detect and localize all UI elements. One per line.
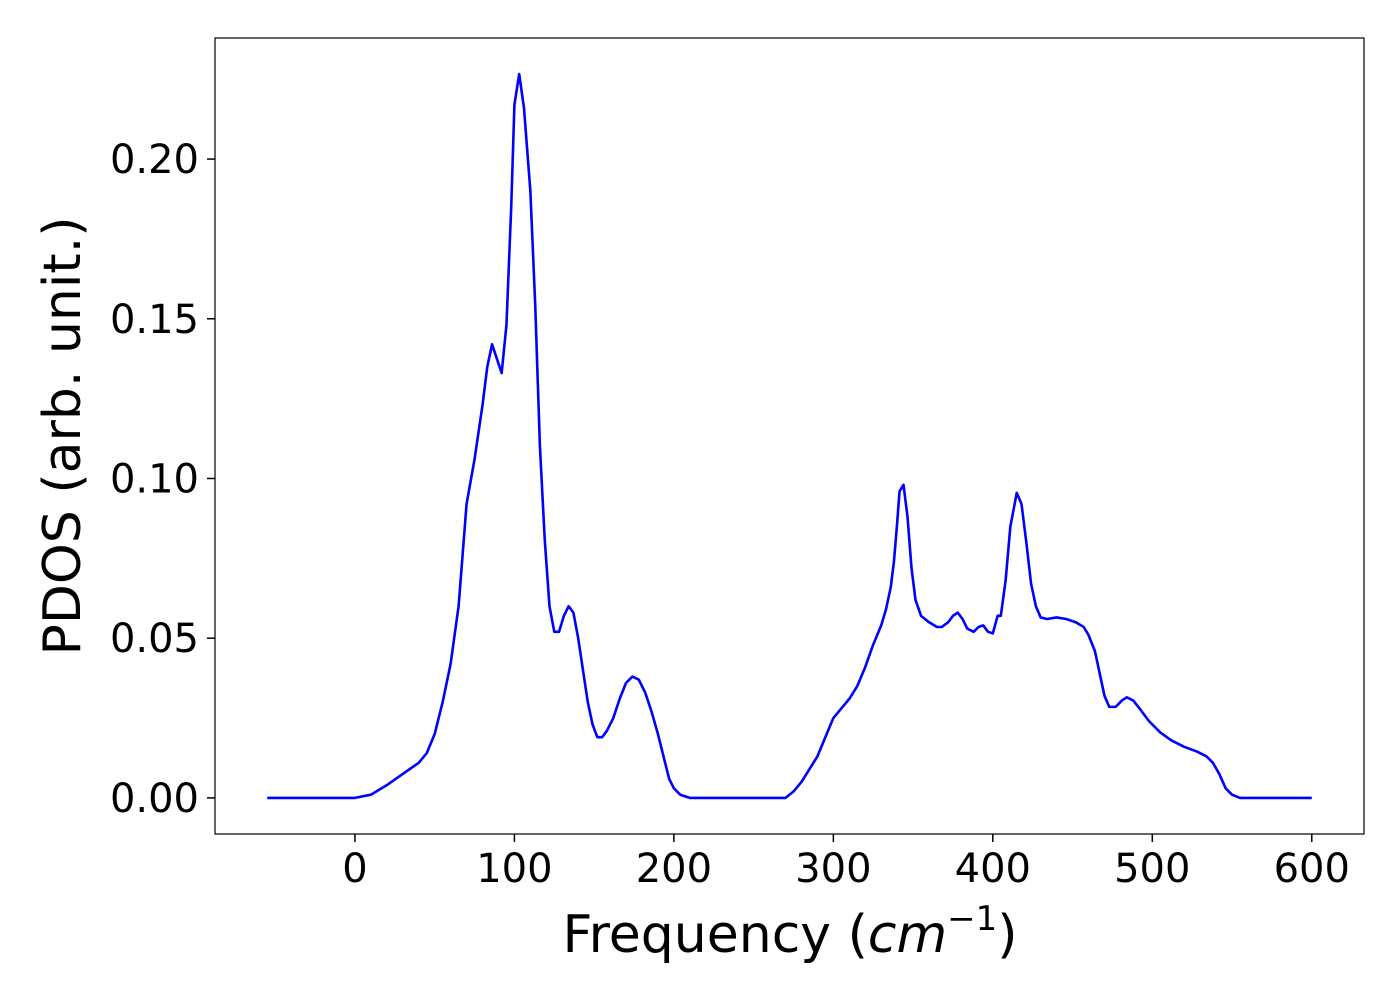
y-tick-label: 0.20 [110, 137, 199, 183]
y-axis-label: PDOS (arb. unit.) [33, 216, 93, 655]
x-label-close: ) [997, 905, 1017, 965]
x-label-text: Frequency ( [562, 905, 867, 965]
x-tick-label: 200 [636, 846, 712, 892]
y-tick-label: 0.10 [110, 456, 199, 502]
x-tick-label: 500 [1114, 846, 1190, 892]
y-tick-label: 0.15 [110, 297, 199, 343]
pdos-line [267, 72, 1312, 800]
y-tick-label: 0.05 [110, 616, 199, 662]
x-tick-label: 0 [342, 846, 367, 892]
x-axis-label: Frequency (cm−1) [562, 899, 1017, 965]
x-tick-label: 400 [955, 846, 1031, 892]
y-tick-label: 0.00 [110, 776, 199, 822]
x-tick-label: 600 [1274, 846, 1350, 892]
x-tick-label: 300 [795, 846, 871, 892]
plot-frame [214, 37, 1365, 835]
x-label-unit: cm [868, 905, 947, 965]
x-label-exponent: −1 [947, 899, 997, 939]
x-tick-label: 100 [476, 846, 552, 892]
